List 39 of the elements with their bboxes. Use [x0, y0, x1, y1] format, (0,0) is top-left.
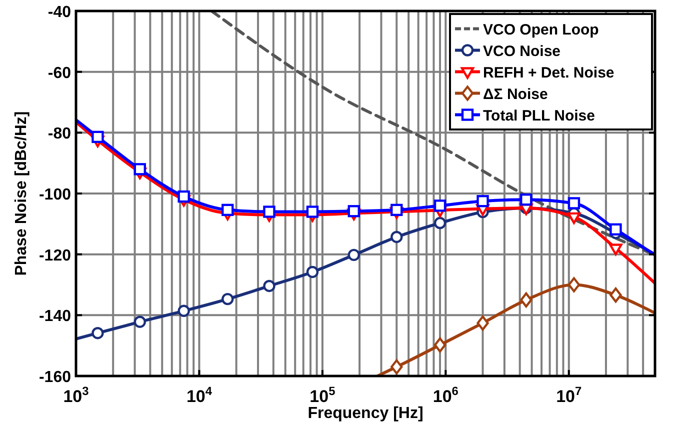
point — [434, 216, 446, 230]
y-axis-title: Phase Noise [dBc/Hz] — [13, 111, 30, 276]
y-tick-label: -160 — [38, 369, 72, 386]
point — [476, 195, 489, 208]
point — [92, 327, 104, 340]
point — [178, 304, 190, 318]
x-axis-title: Frequency [Hz] — [308, 405, 424, 422]
point — [348, 205, 360, 218]
y-tick-label: -80 — [48, 126, 72, 143]
point — [306, 206, 319, 218]
legend-label: REFH + Det. Noise — [483, 64, 614, 82]
y-tick-label: -60 — [48, 64, 72, 82]
legend-label: Total PLL Noise — [483, 107, 595, 124]
point — [222, 292, 234, 306]
point — [520, 193, 532, 206]
x-tick-label: 10$^{5}$ — [310, 384, 336, 406]
x-tick-label: 10$^{7}$ — [556, 384, 582, 406]
point — [92, 130, 104, 144]
point — [222, 204, 234, 216]
y-tick-label: -40 — [48, 4, 72, 21]
legend-label: VCO Open Loop — [483, 21, 599, 38]
y-tick-label: -120 — [38, 247, 72, 264]
point — [390, 230, 403, 244]
point — [390, 204, 403, 216]
point — [178, 190, 190, 203]
y-tick-label: -100 — [38, 186, 72, 204]
legend-label: ΔΣ Noise — [483, 86, 548, 103]
legend-label: VCO Noise — [483, 42, 561, 60]
point — [306, 266, 319, 278]
point — [263, 206, 276, 218]
point — [134, 163, 146, 176]
y-tick-label: -140 — [38, 308, 72, 326]
x-tick-label: 10$^{3}$ — [63, 384, 90, 406]
x-tick-label: 10$^{6}$ — [432, 384, 459, 406]
x-tick-label: 10$^{4}$ — [186, 384, 212, 406]
point — [134, 316, 146, 328]
point — [348, 248, 360, 262]
point — [263, 280, 276, 292]
point — [434, 200, 446, 212]
